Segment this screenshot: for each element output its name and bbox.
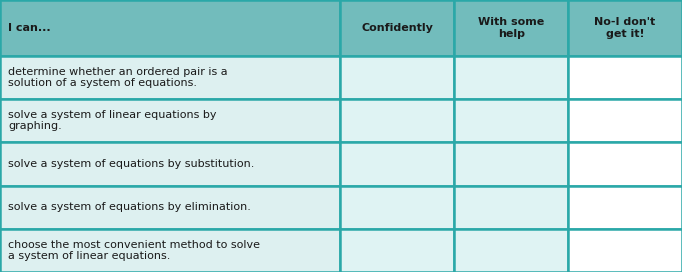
Text: No-I don't
get it!: No-I don't get it! — [595, 17, 655, 39]
Bar — [340, 0, 454, 56]
Text: solve a system of equations by elimination.: solve a system of equations by eliminati… — [8, 202, 251, 212]
Bar — [340, 186, 454, 229]
Bar — [568, 229, 682, 272]
Bar — [454, 0, 568, 56]
Bar — [568, 56, 682, 99]
Text: Confidently: Confidently — [361, 23, 433, 33]
Bar — [454, 229, 568, 272]
Bar — [454, 142, 568, 186]
Bar — [340, 56, 454, 99]
Bar — [0, 142, 340, 186]
Bar — [568, 99, 682, 142]
Text: solve a system of linear equations by
graphing.: solve a system of linear equations by gr… — [8, 110, 217, 131]
Bar — [340, 229, 454, 272]
Bar — [340, 99, 454, 142]
Bar — [454, 99, 568, 142]
Bar — [568, 0, 682, 56]
Bar — [340, 142, 454, 186]
Bar — [0, 56, 340, 99]
Text: choose the most convenient method to solve
a system of linear equations.: choose the most convenient method to sol… — [8, 240, 261, 261]
Bar — [454, 56, 568, 99]
Bar — [454, 186, 568, 229]
Text: I can...: I can... — [8, 23, 50, 33]
Bar — [0, 229, 340, 272]
Text: determine whether an ordered pair is a
solution of a system of equations.: determine whether an ordered pair is a s… — [8, 67, 228, 88]
Bar — [0, 0, 340, 56]
Bar — [0, 99, 340, 142]
Bar — [568, 186, 682, 229]
Text: solve a system of equations by substitution.: solve a system of equations by substitut… — [8, 159, 254, 169]
Text: With some
help: With some help — [478, 17, 544, 39]
Bar — [0, 186, 340, 229]
Bar — [568, 142, 682, 186]
